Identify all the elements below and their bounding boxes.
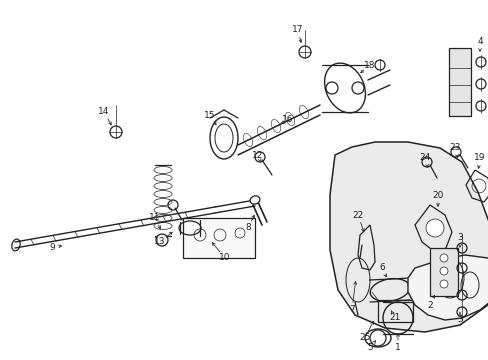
Text: 2: 2: [427, 301, 432, 310]
Text: 14: 14: [98, 108, 109, 117]
Polygon shape: [407, 255, 488, 320]
Text: 1: 1: [394, 343, 400, 352]
Bar: [429, 248, 457, 296]
Circle shape: [439, 280, 447, 288]
Circle shape: [439, 254, 447, 262]
Text: 5: 5: [366, 343, 372, 352]
Text: 20: 20: [431, 190, 443, 199]
Text: 12: 12: [252, 150, 263, 159]
Bar: [377, 300, 412, 322]
Text: 15: 15: [204, 111, 215, 120]
Text: 21: 21: [388, 314, 400, 323]
Text: 11: 11: [149, 213, 161, 222]
Circle shape: [439, 267, 447, 275]
Text: 10: 10: [219, 253, 230, 262]
Text: 17: 17: [292, 26, 303, 35]
Bar: [183, 218, 254, 258]
Text: 3: 3: [456, 315, 462, 324]
Text: 24: 24: [419, 153, 430, 162]
Circle shape: [369, 330, 385, 346]
Text: 19: 19: [473, 153, 485, 162]
Circle shape: [425, 219, 443, 237]
Text: 13: 13: [154, 238, 165, 247]
Bar: [448, 48, 470, 116]
Text: 16: 16: [282, 116, 293, 125]
Polygon shape: [329, 142, 488, 332]
Text: 6: 6: [378, 264, 384, 273]
Text: 25: 25: [359, 333, 370, 342]
Text: 7: 7: [348, 306, 354, 315]
Text: 18: 18: [364, 60, 375, 69]
Circle shape: [156, 234, 168, 246]
Circle shape: [325, 82, 337, 94]
Ellipse shape: [249, 196, 259, 204]
Text: 4: 4: [476, 37, 482, 46]
Text: 22: 22: [352, 211, 363, 220]
Text: 8: 8: [244, 224, 250, 233]
Text: 3: 3: [456, 234, 462, 243]
Circle shape: [351, 82, 363, 94]
Text: 9: 9: [49, 243, 55, 252]
Text: 23: 23: [448, 144, 460, 153]
